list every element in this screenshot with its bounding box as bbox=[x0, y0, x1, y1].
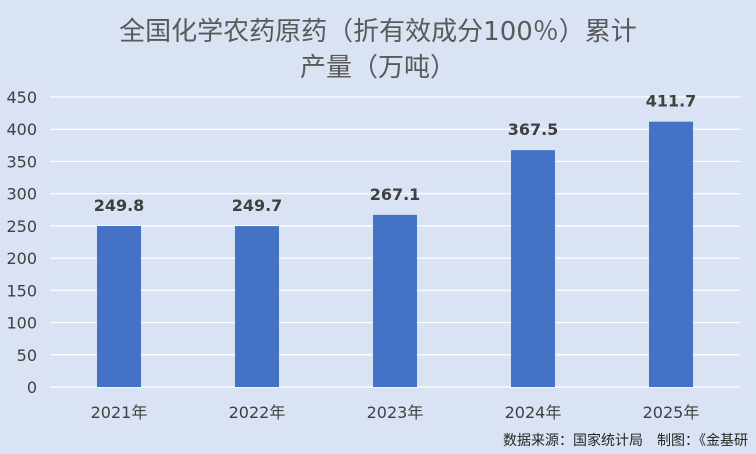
data-label-4: 411.7 bbox=[646, 92, 697, 111]
x-tick-label-1: 2022年 bbox=[229, 403, 286, 422]
bar-1 bbox=[235, 226, 279, 387]
x-tick-label-0: 2021年 bbox=[91, 403, 148, 422]
chart-title: 全国化学农药原药（折有效成分100％）累计 产量（万吨） bbox=[0, 14, 756, 86]
y-tick-label: 50 bbox=[17, 346, 37, 365]
chart-title-line-1: 全国化学农药原药（折有效成分100％）累计 bbox=[119, 17, 637, 47]
y-tick-label: 250 bbox=[6, 217, 37, 236]
y-axis-tick-labels: 0 50 100 150 200 250 300 350 400 450 bbox=[6, 88, 37, 397]
x-tick-label-4: 2025年 bbox=[643, 403, 700, 422]
data-label-0: 249.8 bbox=[94, 196, 145, 215]
y-tick-label: 350 bbox=[6, 152, 37, 171]
data-label-3: 367.5 bbox=[508, 120, 559, 139]
data-label-2: 267.1 bbox=[370, 185, 421, 204]
chart-title-line-2: 产量（万吨） bbox=[299, 53, 456, 83]
bar-4 bbox=[649, 121, 693, 387]
y-tick-label: 400 bbox=[6, 120, 37, 139]
y-tick-label: 300 bbox=[6, 185, 37, 204]
y-tick-label: 100 bbox=[6, 314, 37, 333]
y-tick-label: 150 bbox=[6, 281, 37, 300]
data-labels: 249.8 249.7 267.1 367.5 411.7 bbox=[94, 92, 697, 215]
bar-0 bbox=[97, 226, 141, 387]
data-label-1: 249.7 bbox=[232, 196, 283, 215]
bar-3 bbox=[511, 150, 555, 387]
x-tick-label-2: 2023年 bbox=[367, 403, 424, 422]
y-tick-label: 200 bbox=[6, 249, 37, 268]
y-tick-label: 450 bbox=[6, 88, 37, 107]
source-note: 数据来源：国家统计局 制图：《金基研 bbox=[503, 433, 748, 449]
bar-2 bbox=[373, 214, 417, 387]
bars bbox=[97, 121, 693, 387]
x-tick-label-3: 2024年 bbox=[505, 403, 562, 422]
y-tick-label: 0 bbox=[27, 378, 37, 397]
x-axis-tick-labels: 2021年 2022年 2023年 2024年 2025年 bbox=[91, 403, 700, 422]
